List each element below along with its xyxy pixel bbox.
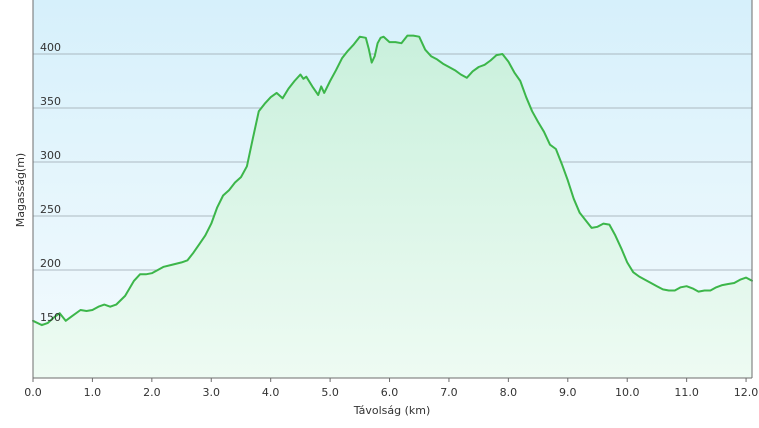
y-tick-labels: 150 200 250 300 350 400 xyxy=(40,41,61,324)
elevation-line xyxy=(32,34,753,327)
y-tick-label: 200 xyxy=(40,257,61,270)
y-tick-label: 250 xyxy=(40,203,61,216)
x-tick-label: 6.0 xyxy=(381,386,399,399)
y-tick-label: 350 xyxy=(40,95,61,108)
x-tick-label: 2.0 xyxy=(143,386,161,399)
y-axis-title: Magasság(m) xyxy=(14,153,27,227)
x-tick-label: 1.0 xyxy=(84,386,102,399)
x-axis-title: Távolság (km) xyxy=(353,404,431,417)
x-tick-label: 7.0 xyxy=(440,386,458,399)
axes xyxy=(32,0,753,382)
x-tick-label: 3.0 xyxy=(203,386,221,399)
x-tick-label: 8.0 xyxy=(500,386,518,399)
x-tick-label: 12.0 xyxy=(734,386,759,399)
x-tick-label: 10.0 xyxy=(615,386,640,399)
x-tick-label: 11.0 xyxy=(674,386,699,399)
y-tick-label: 150 xyxy=(40,311,61,324)
x-tick-label: 4.0 xyxy=(262,386,280,399)
x-tick-label: 0.0 xyxy=(24,386,42,399)
x-tick-labels: 0.0 1.0 2.0 3.0 4.0 5.0 6.0 7.0 8.0 9.0 10.0 11.0 12… xyxy=(24,386,758,399)
y-tick-label: 300 xyxy=(40,149,61,162)
elevation-area-fill xyxy=(33,35,752,378)
x-tick-label: 9.0 xyxy=(559,386,577,399)
x-tick-label: 5.0 xyxy=(321,386,339,399)
y-tick-label: 400 xyxy=(40,41,61,54)
